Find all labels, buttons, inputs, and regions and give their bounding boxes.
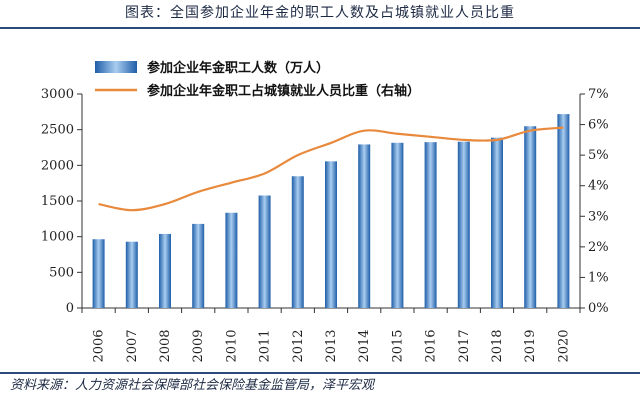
x-tick-label: 2012 — [291, 329, 306, 362]
bar-2006 — [92, 239, 105, 308]
x-tick-label: 2017 — [457, 329, 472, 362]
bar-2013 — [325, 161, 337, 308]
right-tick-label: 0% — [588, 301, 609, 316]
right-tick-label: 4% — [588, 179, 609, 194]
bar-2016 — [424, 142, 437, 308]
left-tick-label: 1000 — [41, 230, 74, 245]
x-tick-label: 2011 — [258, 329, 273, 362]
bar-2008 — [159, 233, 171, 308]
right-tick-label: 1% — [588, 270, 609, 285]
bar-2011 — [258, 195, 271, 308]
left-tick-label: 2000 — [41, 158, 74, 173]
left-tick-label: 1500 — [41, 194, 74, 209]
bar-2012 — [291, 176, 304, 308]
x-tick-label: 2018 — [490, 329, 505, 362]
ratio-line — [98, 126, 564, 212]
x-tick-label: 2007 — [125, 329, 140, 362]
legend-bar-swatch — [95, 61, 137, 73]
bar-2015 — [391, 142, 404, 308]
bar-2019 — [524, 126, 537, 308]
x-tick-label: 2013 — [324, 329, 339, 362]
x-tick-label: 2006 — [92, 329, 107, 362]
x-tick-label: 2020 — [556, 329, 571, 362]
bar-2007 — [125, 241, 138, 308]
x-tick-label: 2009 — [191, 329, 206, 362]
bar-2010 — [225, 212, 238, 308]
bar-2017 — [457, 141, 470, 308]
bar-2009 — [192, 223, 205, 308]
legend-line-label: 参加企业年金职工占城镇就业人员比重（右轴） — [147, 83, 420, 99]
x-tick-label: 2016 — [424, 329, 439, 362]
left-tick-label: 0 — [66, 301, 74, 316]
x-tick-label: 2015 — [390, 329, 405, 362]
bar-2014 — [358, 144, 371, 308]
left-tick-label: 2500 — [41, 123, 74, 138]
x-tick-label: 2010 — [224, 329, 239, 362]
bottom-divider — [0, 372, 640, 374]
right-tick-label: 3% — [588, 209, 609, 224]
bar-2018 — [491, 137, 503, 308]
right-tick-label: 2% — [588, 240, 609, 255]
x-tick-label: 2014 — [357, 329, 372, 362]
bar-2020 — [557, 114, 570, 308]
legend-bar-label: 参加企业年金职工人数（万人） — [147, 60, 329, 76]
x-tick-label: 2008 — [158, 329, 173, 362]
right-tick-label: 7% — [588, 87, 609, 102]
source-note: 资料来源：人力资源社会保障部社会保险基金监管局，泽平宏观 — [10, 378, 375, 393]
top-divider — [0, 27, 640, 29]
left-tick-label: 500 — [49, 265, 74, 280]
x-tick-label: 2019 — [523, 329, 538, 362]
left-tick-label: 3000 — [41, 87, 74, 102]
right-tick-label: 6% — [588, 118, 609, 133]
right-tick-label: 5% — [588, 148, 609, 163]
chart-title: 图表：全国参加企业年金的职工人数及占城镇就业人员比重 — [125, 5, 515, 21]
